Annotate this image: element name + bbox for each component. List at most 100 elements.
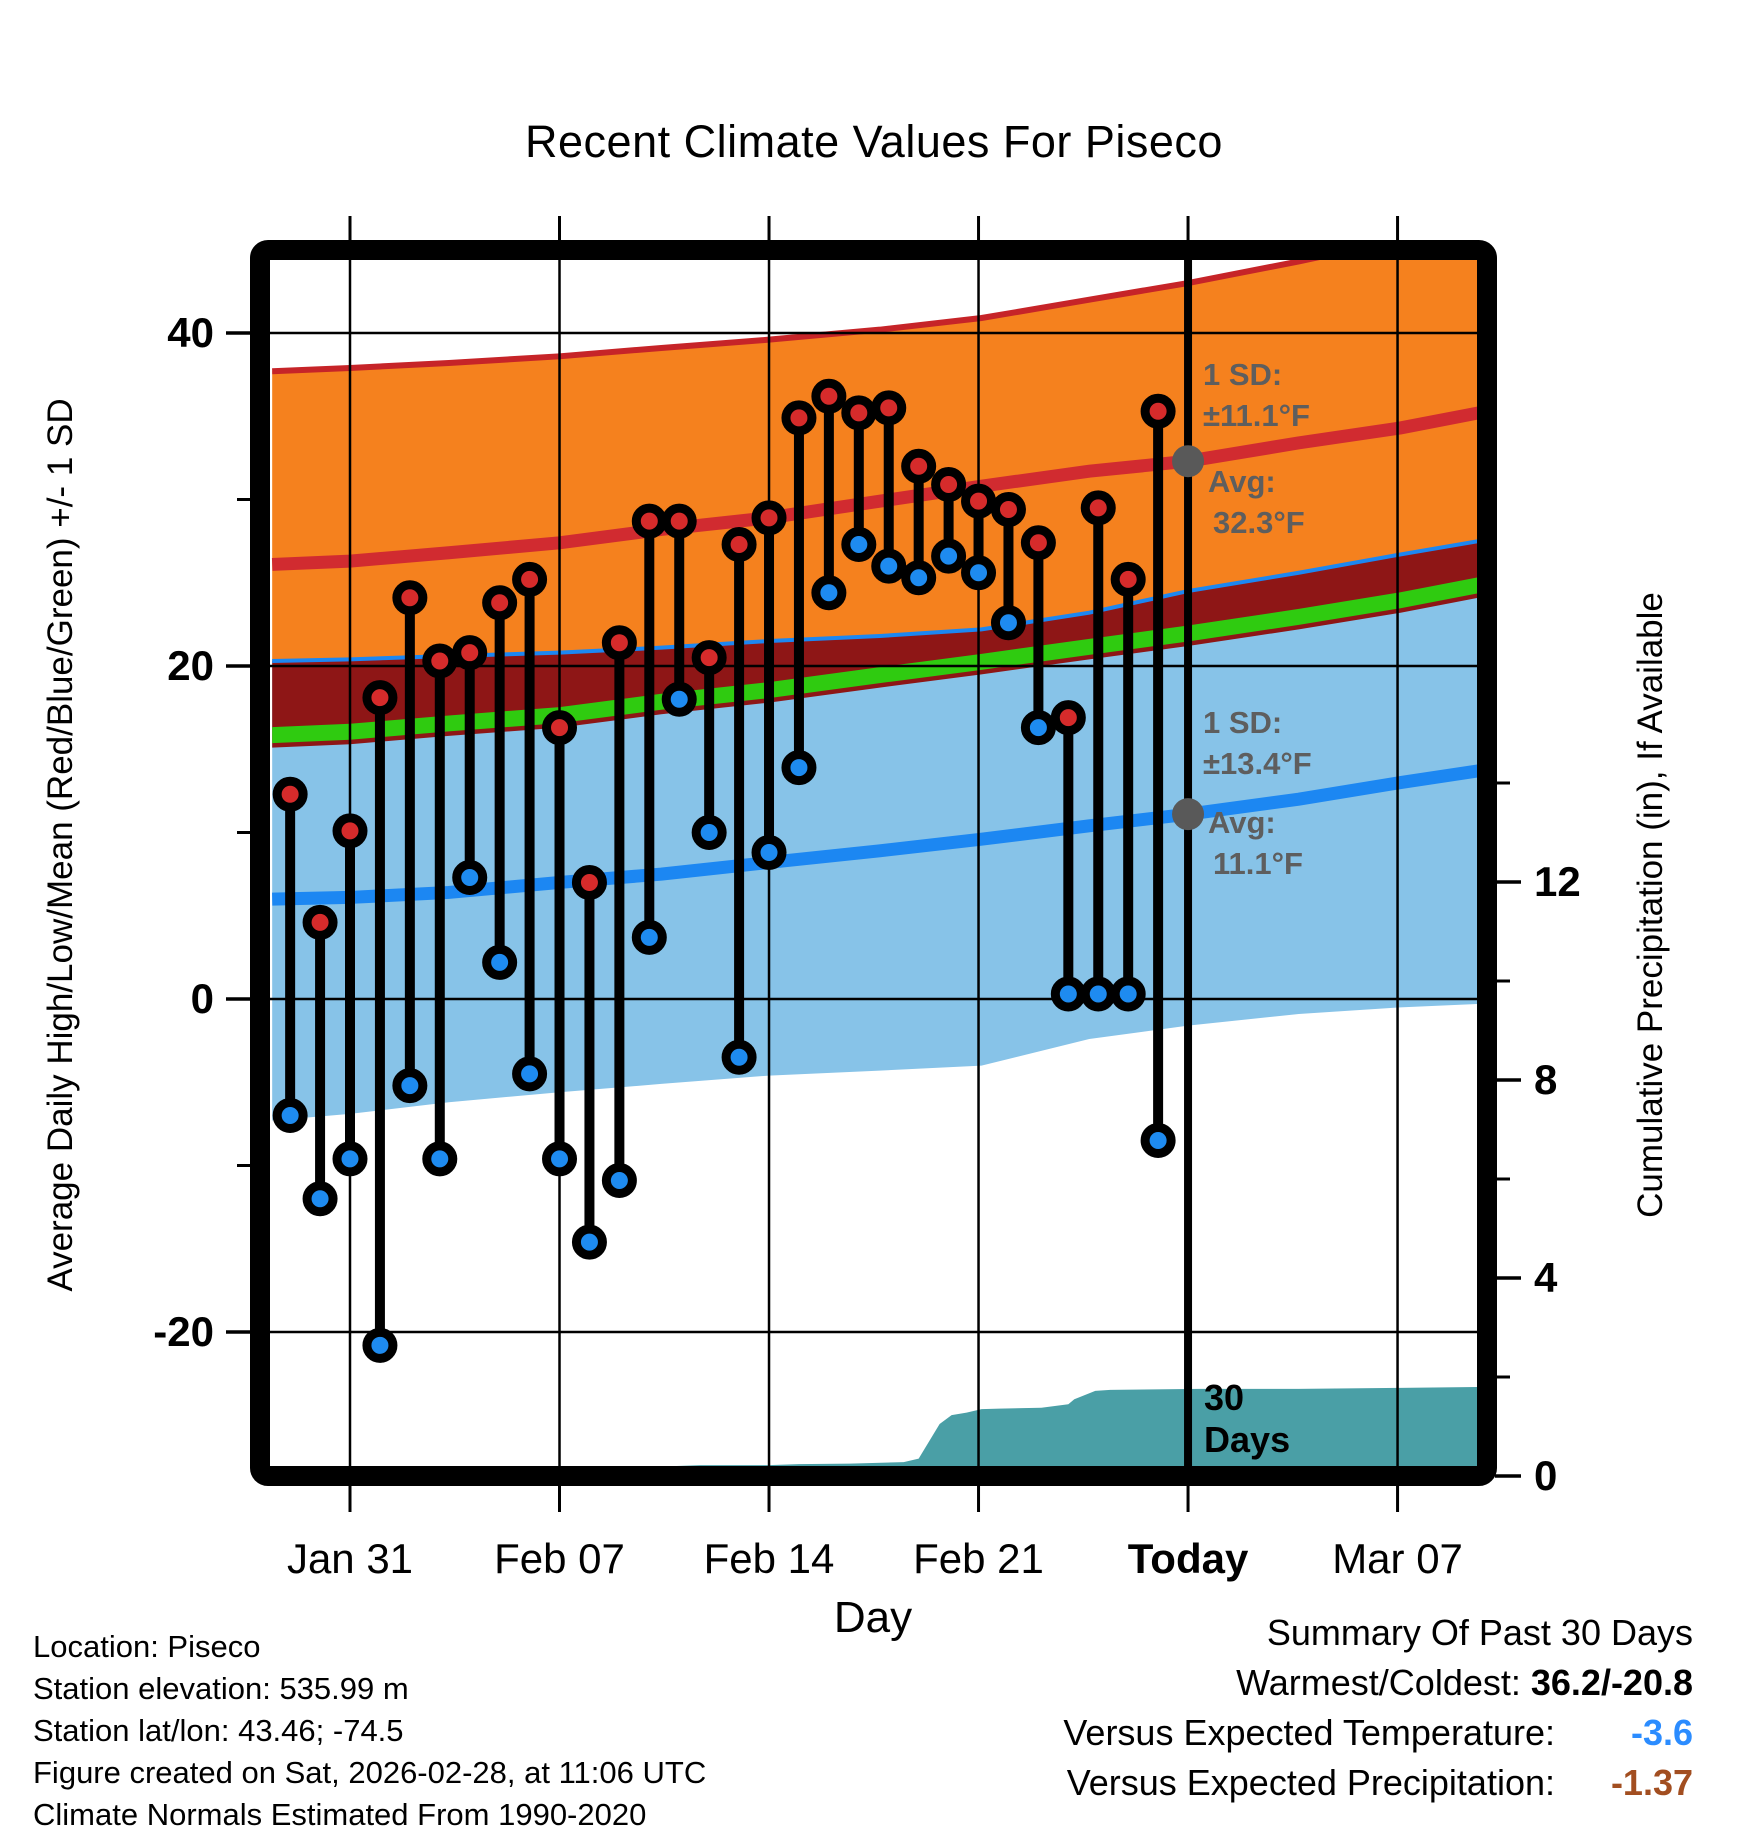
svg-text:1 SD:: 1 SD: [1203,705,1282,740]
low-dot [332,1141,368,1177]
summary-warmest-coldest: Warmest/Coldest: 36.2/-20.8 [1236,1662,1693,1703]
svg-text:Days: Days [1204,1419,1290,1460]
chart-title: Recent Climate Values For Piseco [525,116,1223,167]
svg-text:Avg:: Avg: [1208,805,1276,840]
day-stem [601,625,637,1198]
high-dot [901,448,937,484]
low-dot [1110,976,1146,1012]
high-dot [452,635,488,671]
high-dot [661,503,697,539]
low-dot [1050,976,1086,1012]
high-dot [871,390,907,426]
y-left-tick-label: 40 [167,309,214,356]
precip-area [655,1386,1477,1470]
high-avg-line [271,406,1477,571]
low-dot [392,1068,428,1104]
low-dot [571,1224,607,1260]
low-dot [661,681,697,717]
overlap-band [272,541,1477,748]
low-dot [901,560,937,596]
high-band-top-edge [272,258,1330,375]
day-stem [1110,561,1146,1012]
high-band [272,258,1477,662]
low-dot [512,1056,548,1092]
vs-precipitation-value: -1.37 [1610,1762,1693,1803]
low-avg-line [272,764,1477,906]
day-stem [392,580,428,1104]
high-dot [781,400,817,436]
svg-text:30: 30 [1204,1377,1244,1418]
day-stem [542,710,578,1177]
high-dot [1020,525,1056,561]
low-dot [751,834,787,870]
latlon-line: Station lat/lon: 43.46; -74.5 [33,1713,404,1748]
high-dot [1110,561,1146,597]
high-dot [272,776,308,812]
svg-text:±11.1°F: ±11.1°F [1203,398,1310,433]
high-dot [631,503,667,539]
vs-temperature-value: -3.6 [1630,1712,1693,1753]
high-dot [542,710,578,746]
summary-vs-precipitation: Versus Expected Precipitation: -1.37 [1063,1758,1693,1808]
high-dot [1050,700,1086,736]
high-dot [601,625,637,661]
day-stem [332,813,368,1177]
high-dot [1140,393,1176,429]
day-stem [961,483,997,591]
high-sd-annotation: 1 SD: ±11.1°F Avg: 32.3°F [1203,357,1310,540]
high-dot [332,813,368,849]
x-tick-label: Feb 07 [494,1535,625,1582]
high-dot [362,680,398,716]
day-stem [571,864,607,1260]
day-stem [362,680,398,1363]
low-dot [272,1098,308,1134]
x-tick-label: Jan 31 [287,1535,413,1582]
chart-frame [250,240,1497,1486]
y-left-tick-label: -20 [153,1308,214,1355]
low-dot [691,815,727,850]
day-stem [422,643,458,1177]
svg-text:32.3°F: 32.3°F [1213,505,1305,540]
day-stem [661,503,697,717]
low-dot [362,1327,398,1363]
summary-block: Summary Of Past 30 Days Warmest/Coldest:… [1063,1608,1693,1808]
high-dot [751,500,787,536]
low-dot [841,526,877,562]
day-stem [751,500,787,870]
low-dot [601,1162,637,1198]
day-stem [452,635,488,895]
day-stem [272,776,308,1134]
x-tick-label: Mar 07 [1332,1535,1463,1582]
high-avg-marker [1172,445,1205,478]
high-dot [512,561,548,597]
summary-heading: Summary Of Past 30 Days [1266,1612,1693,1653]
svg-text:11.1°F: 11.1°F [1213,846,1303,881]
y-left-tick-label: 0 [191,975,214,1022]
y-right-tick-label: 12 [1534,858,1581,905]
day-stem [691,640,727,850]
day-stem [1020,525,1056,746]
low-dot [1080,976,1116,1012]
low-dot [542,1141,578,1177]
x-tick-label: Feb 14 [704,1535,835,1582]
x-tick-label: Feb 21 [913,1535,1044,1582]
day-stem [631,503,667,955]
created-line: Figure created on Sat, 2026-02-28, at 11… [33,1755,707,1790]
day-stem [901,448,937,596]
x-tick-label: Today [1128,1535,1249,1582]
low-dot [1140,1123,1176,1159]
day-stem [1140,393,1176,1159]
day-stem [781,400,817,786]
high-dot [1080,490,1116,526]
day-stem [841,395,877,562]
day-stem [871,390,907,584]
low-dot [631,919,667,955]
y-right-tick-label: 8 [1534,1056,1557,1103]
x-axis-title: Day [834,1593,912,1642]
day-stem [302,904,338,1217]
low-dot [452,859,488,895]
mean-band [272,577,1477,744]
normals-line: Climate Normals Estimated From 1990-2020 [33,1797,647,1828]
low-dot [871,548,907,584]
